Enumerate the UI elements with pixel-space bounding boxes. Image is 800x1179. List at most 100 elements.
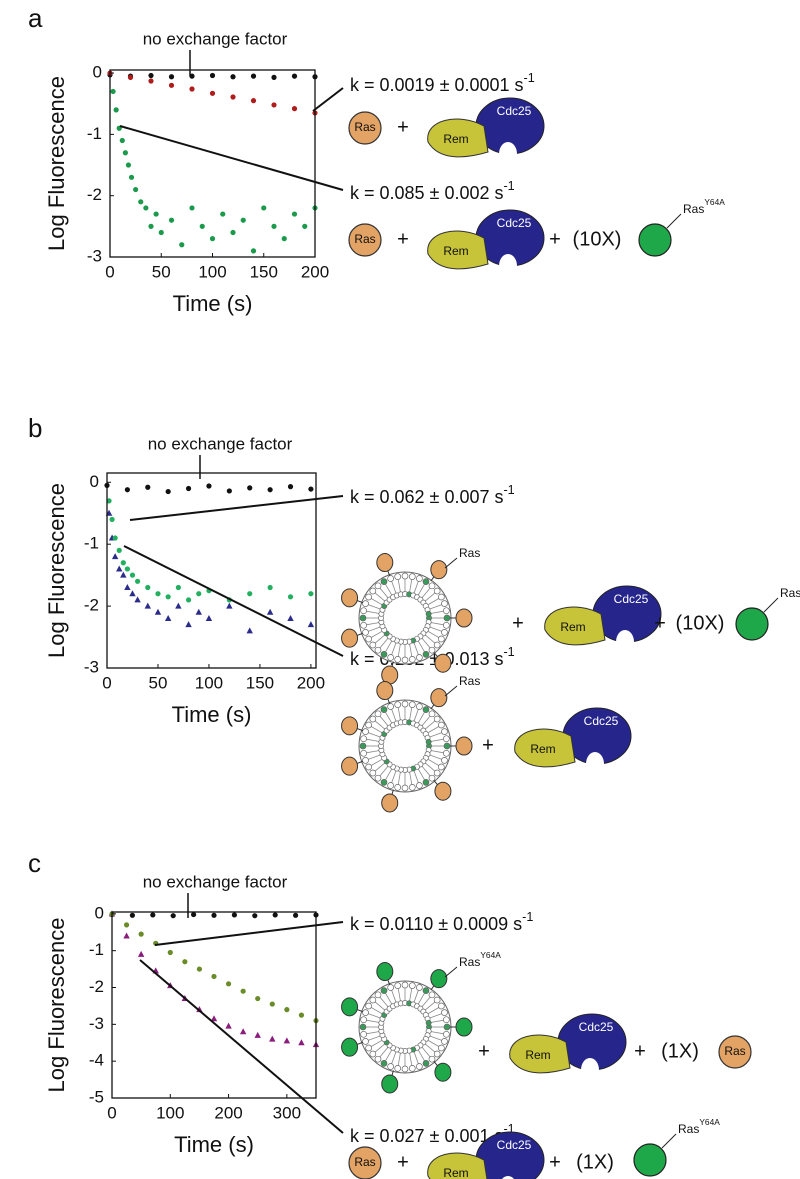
cdc25-label: Cdc25 <box>497 216 532 230</box>
lipid-tail <box>367 731 381 738</box>
cdc25-notch <box>616 630 634 654</box>
rate-annotation-sup: -1 <box>503 645 514 659</box>
lipid-head <box>401 784 409 792</box>
lipid-tail <box>421 1046 432 1058</box>
data-point <box>269 1001 275 1007</box>
note: no exchange factor <box>143 872 288 891</box>
data-point <box>116 565 123 572</box>
lipid-head <box>362 757 369 764</box>
y-tick-label: -3 <box>89 1014 104 1033</box>
lipid-head <box>408 784 416 791</box>
lipid-tail <box>374 634 386 645</box>
data-point <box>110 88 116 95</box>
cdc25-notch <box>581 1058 599 1082</box>
lipid-head <box>365 1044 372 1052</box>
x-tick-label: 100 <box>198 262 226 281</box>
plus: + <box>397 116 409 138</box>
data-point <box>143 205 149 211</box>
lipid-tail <box>374 719 386 730</box>
y-tick-label: -4 <box>89 1051 104 1070</box>
data-point <box>148 223 154 229</box>
lipid-tail <box>409 1052 413 1067</box>
data-point <box>308 486 314 492</box>
lipid-head <box>416 984 423 991</box>
membrane-protein <box>455 608 473 628</box>
lipid-tail <box>374 591 386 602</box>
data-point <box>106 498 112 504</box>
x-tick-label: 100 <box>195 673 223 692</box>
lipid-tail <box>430 750 445 754</box>
data-point <box>271 74 277 80</box>
data-point <box>145 484 151 490</box>
rate-annotation-sup: -1 <box>503 1122 514 1136</box>
data-point <box>124 566 130 572</box>
data-point <box>250 73 257 79</box>
membrane-protein <box>341 588 359 608</box>
data-point <box>199 223 205 229</box>
membrane-protein <box>381 1074 399 1094</box>
data-point <box>226 602 233 609</box>
rate-annotation-base: k = 0.0019 ± 0.0001 s <box>350 75 524 95</box>
data-point <box>148 72 154 79</box>
lipid-tail <box>370 630 383 639</box>
lipid-tail <box>365 1031 380 1035</box>
lipid-head <box>362 728 369 735</box>
lipid-head <box>380 779 388 786</box>
lipid-head <box>428 710 436 718</box>
data-point <box>209 90 216 96</box>
lipid-head <box>438 721 445 729</box>
lipid-head <box>416 654 423 661</box>
lipid-tail <box>409 987 413 1002</box>
lipid-head <box>441 600 448 607</box>
lipid-head <box>387 703 394 710</box>
lipid-head <box>380 1060 388 1067</box>
rate-annotation-base: k = 0.0110 ± 0.0009 s <box>350 914 522 934</box>
lipid-head <box>362 600 369 607</box>
membrane-protein <box>430 688 448 708</box>
panel-label: a <box>28 3 43 33</box>
lipid-head <box>408 656 416 663</box>
data-point <box>291 211 298 217</box>
data-point <box>206 483 212 489</box>
lipid-head <box>422 779 430 786</box>
lipid-head <box>401 656 409 664</box>
lipid-head <box>365 721 372 729</box>
data-point <box>137 950 145 957</box>
lipid-tail <box>367 1035 381 1042</box>
ras-mutant-label-base: Ras <box>459 955 480 969</box>
lipid-head <box>428 1055 436 1063</box>
rate-annotation: k = 0.0110 ± 0.0009 s-1 <box>350 910 533 933</box>
rate-leader <box>312 87 344 112</box>
lipid-tail <box>390 989 397 1003</box>
membrane-protein <box>434 781 452 801</box>
lipid-head <box>443 607 450 615</box>
x-axis-label: Time (s) <box>172 702 252 727</box>
rate-leader <box>129 495 344 521</box>
ras-label: Ras <box>459 674 480 688</box>
lipid-tail <box>409 578 413 593</box>
data-point <box>124 584 131 591</box>
lipid-tail <box>421 715 432 727</box>
lipid-tail <box>413 580 420 594</box>
lipid-tail <box>427 1006 440 1015</box>
lipid-tail <box>378 1046 389 1058</box>
data-point <box>266 608 274 615</box>
lipid-head <box>374 991 382 999</box>
lipid-head <box>433 996 441 1004</box>
membrane-protein <box>341 628 359 648</box>
data-point <box>189 86 195 92</box>
ras-protein <box>718 1035 752 1069</box>
x-tick-label: 150 <box>250 262 278 281</box>
ras-protein <box>348 1146 382 1179</box>
lipid-tail <box>374 762 386 773</box>
y-tick-label: -2 <box>87 185 102 204</box>
lipid-tail <box>367 1012 381 1019</box>
x-tick-label: 200 <box>297 673 325 692</box>
lipid-head <box>394 982 402 989</box>
ras-mutant-label-base: Ras <box>683 202 704 216</box>
rate-leader <box>139 959 344 1134</box>
ras-mutant-label-base: Ras <box>678 1122 699 1136</box>
lipid-tail <box>421 765 432 777</box>
data-point <box>134 596 141 603</box>
lipid-tail <box>409 643 413 658</box>
